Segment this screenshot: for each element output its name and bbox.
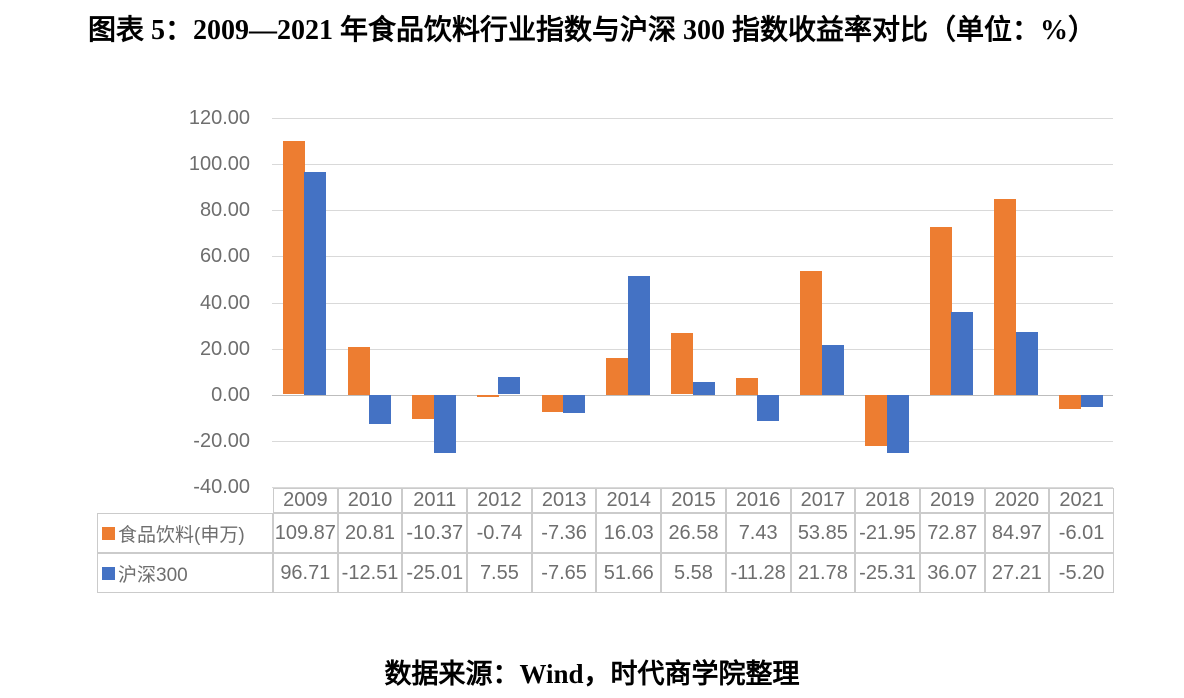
plot-area xyxy=(272,117,1113,488)
y-axis-tick-label: 80.00 xyxy=(199,199,250,221)
bar-2013-series2 xyxy=(563,395,585,413)
year-header-cell: 2009 xyxy=(273,488,338,513)
value-cell: 27.21 xyxy=(984,553,1050,593)
bar-2016-series2 xyxy=(757,395,779,421)
year-header-cell: 2020 xyxy=(984,488,1050,513)
bar-2015-series2 xyxy=(693,382,715,395)
y-axis-tick-label: 100.00 xyxy=(188,153,250,175)
value-cell: -11.28 xyxy=(725,553,791,593)
bar-2009-series1 xyxy=(283,141,305,394)
bar-2017-series2 xyxy=(822,345,844,395)
bar-2014-series1 xyxy=(606,358,628,395)
value-cell: -7.65 xyxy=(531,553,597,593)
zero-axis-line xyxy=(272,394,1113,396)
value-cell: 7.55 xyxy=(467,553,532,593)
value-cell: -0.74 xyxy=(467,513,532,553)
value-cell: 51.66 xyxy=(596,553,662,593)
bar-2015-series1 xyxy=(671,333,693,394)
value-cell: -21.95 xyxy=(855,513,920,553)
bar-2019-series2 xyxy=(951,312,973,395)
value-cell: -25.31 xyxy=(855,553,920,593)
year-header-cell: 2014 xyxy=(596,488,662,513)
value-cell: -6.01 xyxy=(1049,513,1114,553)
gridline xyxy=(272,302,1113,304)
bar-2017-series1 xyxy=(800,271,822,395)
value-cell: 5.58 xyxy=(661,553,726,593)
gridline xyxy=(272,486,1113,488)
bar-2021-series1 xyxy=(1059,395,1081,409)
value-cell: -5.20 xyxy=(1049,553,1114,593)
y-axis-tick-label: -20.00 xyxy=(193,430,250,452)
year-header-cell: 2019 xyxy=(919,488,985,513)
bar-2011-series1 xyxy=(412,395,434,419)
legend-series-name: 食品饮料(申万) xyxy=(118,524,245,546)
year-header-cell: 2018 xyxy=(855,488,920,513)
table-corner-blank xyxy=(97,488,273,513)
value-cell: 26.58 xyxy=(661,513,726,553)
year-header-cell: 2017 xyxy=(790,488,856,513)
bar-2021-series2 xyxy=(1081,395,1103,407)
value-cell: -25.01 xyxy=(402,553,468,593)
bar-2018-series2 xyxy=(887,395,909,453)
legend-series-name: 沪深300 xyxy=(118,564,188,586)
legend-key-icon xyxy=(102,566,115,580)
value-cell: 53.85 xyxy=(790,513,856,553)
year-header-cell: 2011 xyxy=(402,488,468,513)
chart-title: 图表 5：2009—2021 年食品饮料行业指数与沪深 300 指数收益率对比（… xyxy=(87,15,1096,46)
y-axis-tick-label: 0.00 xyxy=(211,384,250,406)
legend-key-icon xyxy=(102,526,115,540)
bar-2011-series2 xyxy=(434,395,456,453)
year-header-cell: 2013 xyxy=(531,488,597,513)
bar-2020-series2 xyxy=(1016,332,1038,395)
bar-2012-series2 xyxy=(498,377,520,394)
value-cell: 96.71 xyxy=(273,553,338,593)
value-cell: -7.36 xyxy=(531,513,597,553)
bar-2018-series1 xyxy=(865,395,887,446)
value-cell: -10.37 xyxy=(402,513,468,553)
gridline xyxy=(272,163,1113,165)
value-cell: 21.78 xyxy=(790,553,856,593)
value-cell: -12.51 xyxy=(337,553,403,593)
y-axis-tick-label: 40.00 xyxy=(199,292,250,314)
y-axis-tick-label: 120.00 xyxy=(188,107,250,129)
legend-cell-series2: 沪深300 xyxy=(97,553,273,593)
bar-2013-series1 xyxy=(542,395,564,412)
bar-2014-series2 xyxy=(628,276,650,395)
value-cell: 109.87 xyxy=(273,513,338,553)
gridline xyxy=(272,440,1113,442)
y-axis-tick-label: -40.00 xyxy=(193,476,250,498)
data-table: 2009 2010 2011 2012 2013 2014 2015 2016 2017 2018… xyxy=(97,488,1114,593)
value-cell: 36.07 xyxy=(919,553,985,593)
year-header-cell: 2016 xyxy=(725,488,791,513)
bar-2016-series1 xyxy=(736,378,758,395)
bar-2009-series2 xyxy=(304,172,326,395)
gridline xyxy=(272,209,1113,211)
year-header-cell: 2010 xyxy=(337,488,403,513)
value-cell: 84.97 xyxy=(984,513,1050,553)
year-header-cell: 2012 xyxy=(467,488,532,513)
bar-2010-series1 xyxy=(348,347,370,395)
y-axis-tick-label: 20.00 xyxy=(199,338,250,360)
bar-2019-series1 xyxy=(930,227,952,395)
value-cell: 72.87 xyxy=(919,513,985,553)
bar-2012-series1 xyxy=(477,395,499,397)
gridline xyxy=(272,255,1113,257)
source-note: 数据来源：Wind，时代商学院整理 xyxy=(384,659,800,689)
value-cell: 16.03 xyxy=(596,513,662,553)
bar-2010-series2 xyxy=(369,395,391,424)
y-axis-tick-label: 60.00 xyxy=(199,245,250,267)
bar-2020-series1 xyxy=(994,199,1016,395)
y-axis-labels: 120.00 100.00 80.00 60.00 40.00 20.00 0.00 -20.… xyxy=(0,107,250,498)
gridline xyxy=(272,117,1113,119)
year-header-cell: 2021 xyxy=(1049,488,1114,513)
year-header-cell: 2015 xyxy=(661,488,726,513)
legend-cell-series1: 食品饮料(申万) xyxy=(97,513,273,553)
value-cell: 20.81 xyxy=(337,513,403,553)
value-cell: 7.43 xyxy=(725,513,791,553)
